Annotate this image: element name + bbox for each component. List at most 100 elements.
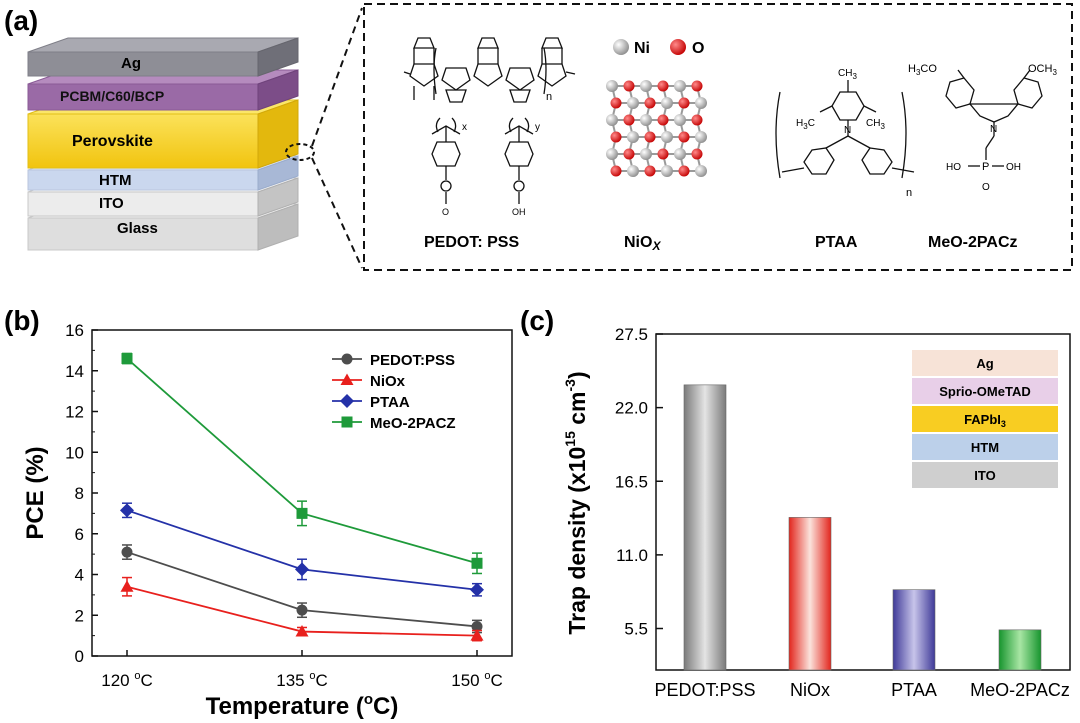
ni-atom xyxy=(695,131,707,143)
data-point xyxy=(295,562,309,577)
x-category-label: MeO-2PACz xyxy=(970,680,1070,700)
y-tick-label: 16 xyxy=(65,321,84,340)
legend-marker xyxy=(341,416,353,428)
niox-caption: NiOX xyxy=(624,234,661,253)
bar xyxy=(998,629,1042,671)
ni-atom xyxy=(606,114,618,126)
inset-layer-label: FAPbI3 xyxy=(964,412,1006,429)
ni-atom xyxy=(661,165,673,177)
ptaa-structure xyxy=(775,80,915,179)
niox-lattice xyxy=(606,80,707,177)
chart-b-x-axis-label: Temperature (oC) xyxy=(206,691,399,720)
inset-layer xyxy=(912,434,1058,460)
x-tick-label: 135 oC xyxy=(276,670,328,690)
inset-layer xyxy=(912,462,1058,488)
o-atom xyxy=(657,148,669,160)
chart-b-y-ticks: 0 2 4 6 8 10 12 14 16 xyxy=(65,321,98,666)
stack-label-ito: ITO xyxy=(99,195,124,212)
panel-b-label: (b) xyxy=(4,305,40,336)
inset-layer-label: Ag xyxy=(976,356,993,371)
o-legend-label: O xyxy=(692,40,704,57)
legend-marker xyxy=(340,394,354,408)
y-tick-label: 8 xyxy=(75,484,84,503)
zoom-line-top xyxy=(311,7,363,147)
data-point xyxy=(296,507,308,519)
data-point xyxy=(296,604,308,616)
ni-atom xyxy=(695,97,707,109)
meo-ho-left: HO xyxy=(946,162,961,173)
chart-c-trap-density: 5.5 11.0 16.5 22.0 27.5 PEDOT:PSS NiOx PTAA MeO… xyxy=(562,325,1071,700)
x-category-label: NiOx xyxy=(790,680,830,700)
inset-layer-label: Sprio-OMeTAD xyxy=(939,384,1030,399)
ni-atom xyxy=(606,80,618,92)
meo-2pacz-structure xyxy=(945,69,1043,167)
chart-c-x-labels: PEDOT:PSS NiOx PTAA MeO-2PACz xyxy=(654,680,1069,700)
ni-atom-icon xyxy=(613,39,629,55)
o-atom xyxy=(678,97,690,109)
ni-atom xyxy=(661,131,673,143)
pss-oh-label: OH xyxy=(512,207,526,217)
data-point xyxy=(470,582,484,597)
chart-b-x-ticks: 120 oC 135 oC 150 oC xyxy=(101,650,503,690)
y-tick-label: 27.5 xyxy=(615,325,648,344)
ni-atom xyxy=(674,80,686,92)
y-tick-label: 11.0 xyxy=(616,546,648,565)
stack-label-ag: Ag xyxy=(121,55,141,72)
data-point xyxy=(121,353,133,365)
data-point xyxy=(295,625,309,637)
o-atom xyxy=(691,114,703,126)
chart-b-series xyxy=(120,352,484,642)
y-tick-label: 5.5 xyxy=(624,620,648,639)
data-point xyxy=(120,580,134,592)
x-category-label: PEDOT:PSS xyxy=(654,680,755,700)
meo-oh-right: OH xyxy=(1006,162,1021,173)
ni-legend-label: Ni xyxy=(634,40,650,57)
ni-atom xyxy=(627,97,639,109)
chart-b-legend: PEDOT:PSS NiOx PTAA MeO-2PACZ xyxy=(332,352,456,432)
legend-label: MeO-2PACZ xyxy=(370,415,456,432)
pss-x-subscript: x xyxy=(462,122,467,133)
inset-layer xyxy=(912,378,1058,404)
chart-b-y-axis-label: PCE (%) xyxy=(22,446,49,539)
chart-b-pce: 0 2 4 6 8 10 12 14 16 120 oC 135 oC 150 oC PEDOT:P… xyxy=(22,321,513,720)
legend-label: PTAA xyxy=(370,394,410,411)
panel-c-label: (c) xyxy=(520,305,554,336)
data-point xyxy=(120,503,134,518)
chart-c-y-axis-label: Trap density (x1015 cm-3) xyxy=(562,371,590,634)
o-atom xyxy=(657,80,669,92)
y-tick-label: 10 xyxy=(65,443,84,462)
o-atom xyxy=(610,97,622,109)
stack-label-glass: Glass xyxy=(117,220,158,237)
ni-atom xyxy=(640,114,652,126)
stack-layer-ag: Ag xyxy=(27,37,299,77)
o-atom xyxy=(623,148,635,160)
ni-atom xyxy=(627,131,639,143)
o-atom xyxy=(644,131,656,143)
bar xyxy=(788,517,832,671)
o-atom xyxy=(610,165,622,177)
meo-n-atom: N xyxy=(990,124,997,135)
ni-atom xyxy=(627,165,639,177)
chart-c-frame xyxy=(655,333,1071,671)
pedot-n-subscript: n xyxy=(546,91,552,103)
pedot-pss-structure xyxy=(403,37,576,204)
o-atom xyxy=(644,97,656,109)
meo-o-bottom: O xyxy=(982,182,990,193)
data-point xyxy=(471,620,483,632)
legend-label: PEDOT:PSS xyxy=(370,352,455,369)
inset-layer-label: HTM xyxy=(971,440,999,455)
bar xyxy=(683,384,727,671)
ni-atom xyxy=(674,114,686,126)
niox-legend: Ni O xyxy=(613,39,704,57)
zoom-circle xyxy=(285,143,315,161)
o-atom xyxy=(691,148,703,160)
data-point xyxy=(470,629,484,641)
legend-marker xyxy=(341,353,353,365)
ni-atom xyxy=(606,148,618,160)
zoom-line-bottom xyxy=(311,157,363,269)
o-atom xyxy=(678,165,690,177)
stack-label-perovskite: Perovskite xyxy=(72,133,153,150)
o-atom xyxy=(623,114,635,126)
y-tick-label: 6 xyxy=(75,525,84,544)
